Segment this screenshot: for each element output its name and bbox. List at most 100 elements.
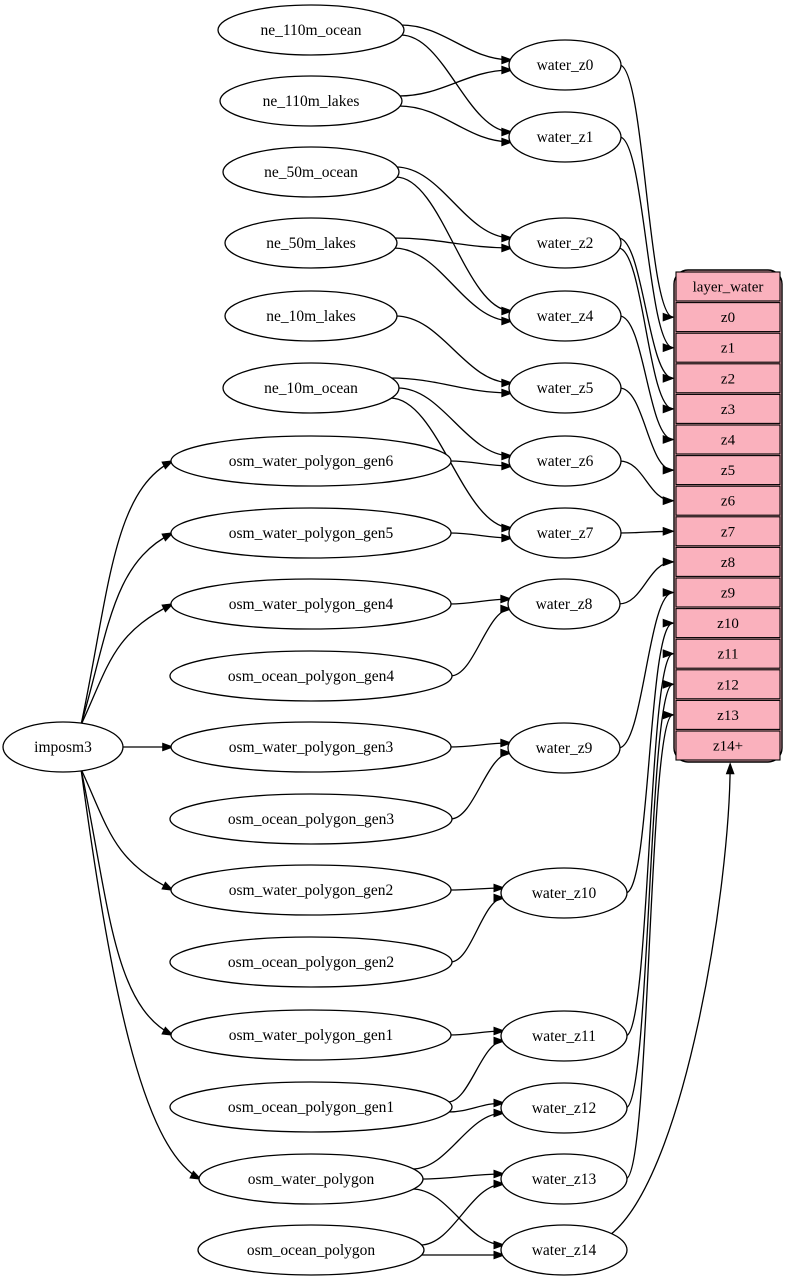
edge-water_z8--layer_water-z8 — [618, 557, 675, 605]
table-node-water_z13: water_z13 — [500, 1153, 628, 1205]
node-label-ne_50m_lakes: ne_50m_lakes — [266, 235, 356, 252]
node-label-ne_10m_ocean: ne_10m_ocean — [264, 380, 358, 397]
table-node-water_z1: water_z1 — [508, 111, 622, 163]
node-shape-osm_water_polygon_gen6 — [170, 435, 452, 487]
table-node-ne_110m_ocean: ne_110m_ocean — [217, 4, 405, 56]
edge-water_z13--layer_water-z13 — [624, 710, 675, 1180]
record-row-cell — [675, 332, 781, 363]
record-row-cell — [675, 608, 781, 639]
record-row-z13: z13 — [675, 699, 781, 730]
node-shape-osm_ocean_polygon_gen4 — [169, 650, 453, 702]
node-label-water_z12: water_z12 — [532, 1100, 597, 1117]
record-row-cell — [675, 730, 781, 761]
edge-imposm3--osm_water_polygon_gen6 — [80, 460, 175, 726]
table-node-osm_ocean_polygon_gen1: osm_ocean_polygon_gen1 — [169, 1081, 453, 1133]
node-label-water_z2: water_z2 — [537, 235, 594, 252]
node-shape-ne_110m_lakes — [219, 75, 403, 127]
node-shape-water_z5 — [508, 362, 622, 414]
record-row-z14plus: z14+ — [675, 730, 781, 761]
record-layer_water: layer_water z0 z1 z2 z3 z4 z5 z6 z7 z8 z9 z10 z11 z12… — [673, 269, 783, 763]
table-node-osm_ocean_polygon_gen2: osm_ocean_polygon_gen2 — [169, 936, 453, 988]
edge-osm_ocean_polygon_gen1--water_z11 — [447, 1036, 506, 1103]
node-label-water_z10: water_z10 — [532, 885, 597, 902]
record-row-z1: z1 — [675, 332, 781, 363]
record-title: layer_water — [693, 280, 764, 296]
node-shape-water_z8 — [507, 578, 621, 630]
table-node-water_z8: water_z8 — [507, 578, 621, 630]
edge-water_z10--layer_water-z10 — [625, 618, 675, 894]
edges-layer — [80, 24, 735, 1260]
record-row-label: z8 — [721, 555, 735, 571]
node-shape-water_z4 — [508, 290, 622, 342]
node-shape-osm_ocean_polygon_gen1 — [169, 1081, 453, 1133]
node-shape-osm_ocean_polygon_gen3 — [169, 793, 453, 845]
node-shape-osm_water_polygon_gen5 — [170, 507, 452, 559]
node-shape-water_z0 — [508, 39, 622, 91]
edge-ne_110m_lakes--water_z1 — [398, 105, 514, 147]
record-row-label: z2 — [721, 371, 735, 387]
node-label-water_z0: water_z0 — [537, 57, 594, 74]
edge-ne_10m_ocean--water_z5 — [390, 377, 514, 398]
record-row-label: z13 — [717, 708, 739, 724]
node-shape-water_z12 — [500, 1082, 628, 1134]
node-label-osm_water_polygon: osm_water_polygon — [248, 1171, 375, 1188]
node-shape-osm_ocean_polygon — [197, 1224, 425, 1276]
table-node-water_z6: water_z6 — [508, 435, 622, 487]
node-shape-water_z7 — [508, 507, 622, 559]
edge-osm_water_polygon--water_z14 — [412, 1188, 506, 1250]
edge-ne_50m_lakes--water_z4 — [393, 247, 514, 326]
record-row-label: z5 — [721, 463, 735, 479]
node-label-ne_110m_ocean: ne_110m_ocean — [261, 22, 362, 39]
node-label-ne_10m_lakes: ne_10m_lakes — [266, 308, 356, 325]
record-row-label: z9 — [721, 586, 735, 602]
record-row-label: z11 — [717, 647, 738, 663]
node-label-osm_ocean_polygon_gen1: osm_ocean_polygon_gen1 — [228, 1099, 394, 1116]
table-node-osm_water_polygon_gen4: osm_water_polygon_gen4 — [170, 578, 452, 630]
node-shape-water_z10 — [500, 867, 628, 919]
table-node-water_z12: water_z12 — [500, 1082, 628, 1134]
edge-osm_water_polygon_gen2--water_z10 — [449, 883, 506, 893]
node-label-osm_ocean_polygon_gen4: osm_ocean_polygon_gen4 — [228, 668, 394, 685]
edge-imposm3--osm_water_polygon_gen5 — [80, 532, 175, 726]
node-label-water_z11: water_z11 — [532, 1028, 596, 1045]
table-node-osm_water_polygon_gen3: osm_water_polygon_gen3 — [170, 721, 452, 773]
edge-osm_water_polygon_gen1--water_z11 — [449, 1026, 506, 1036]
node-label-osm_water_polygon_gen2: osm_water_polygon_gen2 — [229, 882, 393, 899]
table-node-osm_ocean_polygon_gen3: osm_ocean_polygon_gen3 — [169, 793, 453, 845]
edge-ne_50m_ocean--water_z2 — [395, 166, 514, 243]
node-shape-osm_ocean_polygon_gen2 — [169, 936, 453, 988]
node-shape-osm_water_polygon_gen3 — [170, 721, 452, 773]
edge-osm_water_polygon_gen3--water_z9 — [449, 738, 513, 748]
table-node-water_z0: water_z0 — [508, 39, 622, 91]
edge-water_z7--layer_water-z7 — [619, 526, 675, 536]
table-node-osm_ocean_polygon_gen4: osm_ocean_polygon_gen4 — [169, 650, 453, 702]
record-row-z3: z3 — [675, 393, 781, 424]
nodes-layer: ne_110m_ocean ne_110m_lakes ne_50m_oceanne… — [2, 4, 628, 1276]
record-row-cell — [675, 699, 781, 730]
node-label-water_z5: water_z5 — [537, 380, 594, 397]
edge-ne_50m_lakes--water_z2 — [393, 237, 514, 253]
record-row-z6: z6 — [675, 485, 781, 516]
edge-ne_110m_lakes--water_z0 — [398, 65, 514, 97]
edge-imposm3--osm_water_polygon_gen2 — [80, 768, 175, 891]
node-shape-ne_50m_ocean — [222, 146, 400, 198]
edge-osm_water_polygon_gen5--water_z7 — [449, 532, 514, 543]
node-label-osm_water_polygon_gen3: osm_water_polygon_gen3 — [229, 739, 394, 756]
table-node-water_z14: water_z14 — [500, 1224, 628, 1276]
edge-ne_10m_lakes--water_z5 — [395, 315, 514, 388]
record-row-label: z14+ — [713, 739, 743, 755]
record-row-z7: z7 — [675, 516, 781, 547]
record-row-z9: z9 — [675, 577, 781, 608]
node-shape-water_z11 — [500, 1010, 628, 1062]
table-node-water_z11: water_z11 — [500, 1010, 628, 1062]
edge-osm_water_polygon--water_z13 — [421, 1169, 506, 1180]
record-row-cell — [675, 577, 781, 608]
record-row-label: z10 — [717, 616, 739, 632]
edge-imposm3--osm_water_polygon_gen4 — [80, 603, 175, 726]
record-row-cell — [675, 455, 781, 486]
table-node-osm_water_polygon_gen5: osm_water_polygon_gen5 — [170, 507, 452, 559]
edge-water_z2--layer_water-z2 — [618, 237, 675, 383]
edge-osm_ocean_polygon_gen1--water_z12 — [447, 1098, 506, 1113]
edge-osm_ocean_polygon_gen4--water_z8 — [450, 604, 513, 677]
